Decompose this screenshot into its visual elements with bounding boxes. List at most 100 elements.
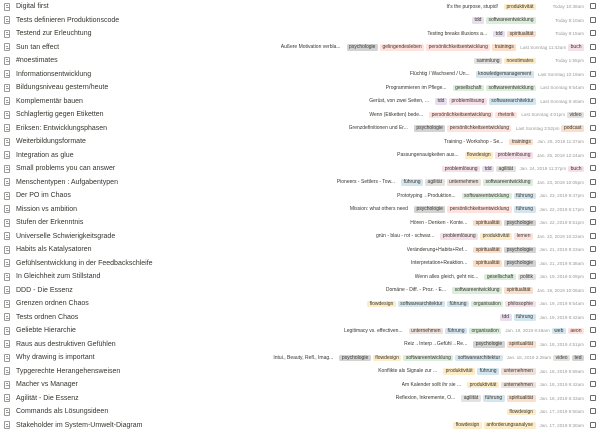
tag-softwareentwicklung[interactable]: softwareentwicklung — [485, 84, 536, 91]
tag-psychologie[interactable]: psychologie — [413, 125, 446, 132]
item-title[interactable]: Universelle Schwierigkeitsgrade — [16, 232, 116, 240]
list-item[interactable]: Tests ordnen Chaos tdd führung Jan. 19, 201… — [0, 311, 600, 325]
tag-softwarearchitektur[interactable]: softwarearchitektur — [455, 354, 503, 361]
item-title[interactable]: Informationsentwicklung — [16, 70, 92, 78]
tag-spiritualität[interactable]: spiritualität — [507, 30, 536, 37]
tag-sammlung[interactable]: sammlung — [473, 57, 503, 64]
item-title[interactable]: Menschentypen : Aufgabentypen — [16, 178, 118, 186]
item-checkbox[interactable] — [590, 300, 596, 306]
tag-podcast[interactable]: podcast — [561, 125, 584, 132]
item-title[interactable]: Bildungsniveau gestern/heute — [16, 84, 109, 91]
item-title[interactable]: Small problems you can answer — [16, 165, 116, 172]
item-title[interactable]: #noestimates — [16, 57, 58, 64]
list-item[interactable]: In Gleichheit zum Stillstand Wenn alles g… — [0, 270, 600, 284]
list-item[interactable]: Tests definieren Produktionscode tdd softw… — [0, 14, 600, 28]
item-title[interactable]: Why drawing is important — [16, 354, 95, 361]
tag-softwarearchitektur[interactable]: softwarearchitektur — [397, 300, 446, 307]
list-item[interactable]: Geliebte Hierarchie Legitimacy vs. effect… — [0, 324, 600, 338]
tag-softwarearchitektur[interactable]: softwarearchitektur — [488, 98, 536, 105]
tag-politik[interactable]: politik — [517, 273, 536, 280]
list-item[interactable]: Small problems you can answer problemlösu… — [0, 162, 600, 176]
tag-tdd[interactable]: tdd — [499, 314, 512, 321]
item-checkbox[interactable] — [590, 408, 596, 414]
item-checkbox[interactable] — [590, 3, 596, 9]
tag-psychologie[interactable]: psychologie — [413, 206, 446, 213]
item-checkbox[interactable] — [590, 192, 596, 198]
item-title[interactable]: Typgerechte Herangehensweisen — [16, 367, 121, 375]
item-checkbox[interactable] — [590, 232, 596, 239]
item-checkbox[interactable] — [590, 178, 596, 185]
tag-führung[interactable]: führung — [445, 327, 467, 334]
tag-psychologie[interactable]: psychologie — [504, 219, 536, 226]
item-title[interactable]: Agilität - Die Essenz — [16, 394, 79, 402]
item-checkbox[interactable] — [590, 57, 596, 63]
item-title[interactable]: Eriksen: Entwicklungsphasen — [16, 124, 108, 132]
list-item[interactable]: Schlagfertig gegen Etiketten Wenn (Etiket… — [0, 108, 600, 122]
item-checkbox[interactable] — [590, 354, 596, 360]
item-checkbox[interactable] — [590, 165, 596, 171]
tag-flowdesign[interactable]: flowdesign — [372, 354, 402, 361]
item-checkbox[interactable] — [590, 84, 596, 90]
item-title[interactable]: Tests ordnen Chaos — [16, 313, 79, 321]
item-checkbox[interactable] — [590, 327, 596, 333]
tag-video[interactable]: video — [553, 354, 571, 361]
tag-problemlösung[interactable]: problemlösung — [495, 152, 533, 159]
tag-spiritualität[interactable]: spiritualität — [473, 246, 503, 253]
list-item[interactable]: Agilität - Die Essenz Reflexion, Inkremen… — [0, 392, 600, 406]
tag-tdd[interactable]: tdd — [472, 17, 484, 24]
item-title[interactable]: Habits als Katalysatoren — [16, 246, 92, 253]
tag-führung[interactable]: führung — [513, 192, 536, 199]
item-checkbox[interactable] — [590, 367, 596, 374]
list-item[interactable]: Typgerechte Herangehensweisen Konflikte a… — [0, 365, 600, 379]
list-item[interactable]: Menschentypen : Aufgabentypen Pioneers - … — [0, 176, 600, 190]
tag-problemlösung[interactable]: problemlösung — [448, 98, 487, 105]
tag-spiritualität[interactable]: spiritualität — [506, 341, 536, 348]
tag-philosophie[interactable]: philosophie — [505, 300, 536, 307]
item-title[interactable]: Commands als Lösungsideen — [16, 408, 109, 415]
item-checkbox[interactable] — [590, 205, 596, 212]
tag-spiritualität[interactable]: spiritualität — [506, 395, 536, 402]
item-checkbox[interactable] — [590, 97, 596, 104]
item-title[interactable]: Stufen der Erkenntnis — [16, 219, 84, 226]
list-item[interactable]: Raus aus destruktiven Gefühlen Reiz→Inter… — [0, 338, 600, 352]
item-checkbox[interactable] — [590, 381, 596, 387]
tag-psychologie[interactable]: psychologie — [339, 354, 371, 361]
list-item[interactable]: Habits als Katalysatoren Veränderung+Habi… — [0, 243, 600, 257]
item-title[interactable]: Tests definieren Produktionscode — [16, 16, 120, 24]
list-item[interactable]: Bildungsniveau gestern/heute Programmiere… — [0, 81, 600, 95]
item-checkbox[interactable] — [590, 219, 596, 225]
tag-organisation[interactable]: organisation — [468, 327, 502, 334]
item-title[interactable]: Sun tan effect — [16, 43, 60, 51]
tag-agilität[interactable]: agilität — [496, 165, 516, 172]
list-item[interactable]: Testend zur Erleuchtung Testing breaks il… — [0, 27, 600, 41]
tag-flowdesign[interactable]: flowdesign — [464, 152, 494, 159]
tag-gesellschaft[interactable]: gesellschaft — [484, 273, 516, 280]
tag-psychologie[interactable]: psychologie — [346, 44, 378, 51]
list-item[interactable]: Why drawing is important Intui., Beauty, … — [0, 351, 600, 365]
item-checkbox[interactable] — [590, 259, 596, 266]
tag-spiritualität[interactable]: spiritualität — [473, 260, 503, 267]
list-item[interactable]: Stakeholder im System-Umwelt-Diagram flow… — [0, 419, 600, 433]
tag-produktivität[interactable]: produktivität — [504, 3, 536, 10]
item-title[interactable]: Geliebte Hierarchie — [16, 327, 76, 334]
tag-unternehmen[interactable]: unternehmen — [501, 381, 536, 388]
tag-video[interactable]: video — [567, 111, 584, 118]
tag-buch[interactable]: buch — [568, 44, 584, 51]
tag-spiritualität[interactable]: spiritualität — [473, 219, 503, 226]
item-checkbox[interactable] — [590, 30, 596, 36]
item-title[interactable]: Gefühlsentwicklung in der Feedbackschlei… — [16, 259, 153, 267]
tag-organisation[interactable]: organisation — [470, 300, 504, 307]
item-title[interactable]: Komplementär bauen — [16, 97, 83, 105]
tag-führung[interactable]: führung — [447, 300, 469, 307]
item-checkbox[interactable] — [590, 273, 596, 279]
tag-flowdesign[interactable]: flowdesign — [367, 300, 396, 307]
tag-web[interactable]: web — [551, 327, 566, 334]
list-item[interactable]: Der PO im Chaos Prototyping→Produktion...… — [0, 189, 600, 203]
tag-psychologie[interactable]: psychologie — [473, 341, 505, 348]
tag-softwareentwicklung[interactable]: softwareentwicklung — [482, 179, 533, 186]
item-checkbox[interactable] — [590, 151, 596, 158]
tag-knowledgemanagement[interactable]: knowledgemanagement — [475, 71, 534, 78]
tag-softwareentwicklung[interactable]: softwareentwicklung — [452, 287, 503, 294]
item-title[interactable]: Digital first — [16, 3, 49, 10]
tag-agilität[interactable]: agilität — [461, 395, 481, 402]
